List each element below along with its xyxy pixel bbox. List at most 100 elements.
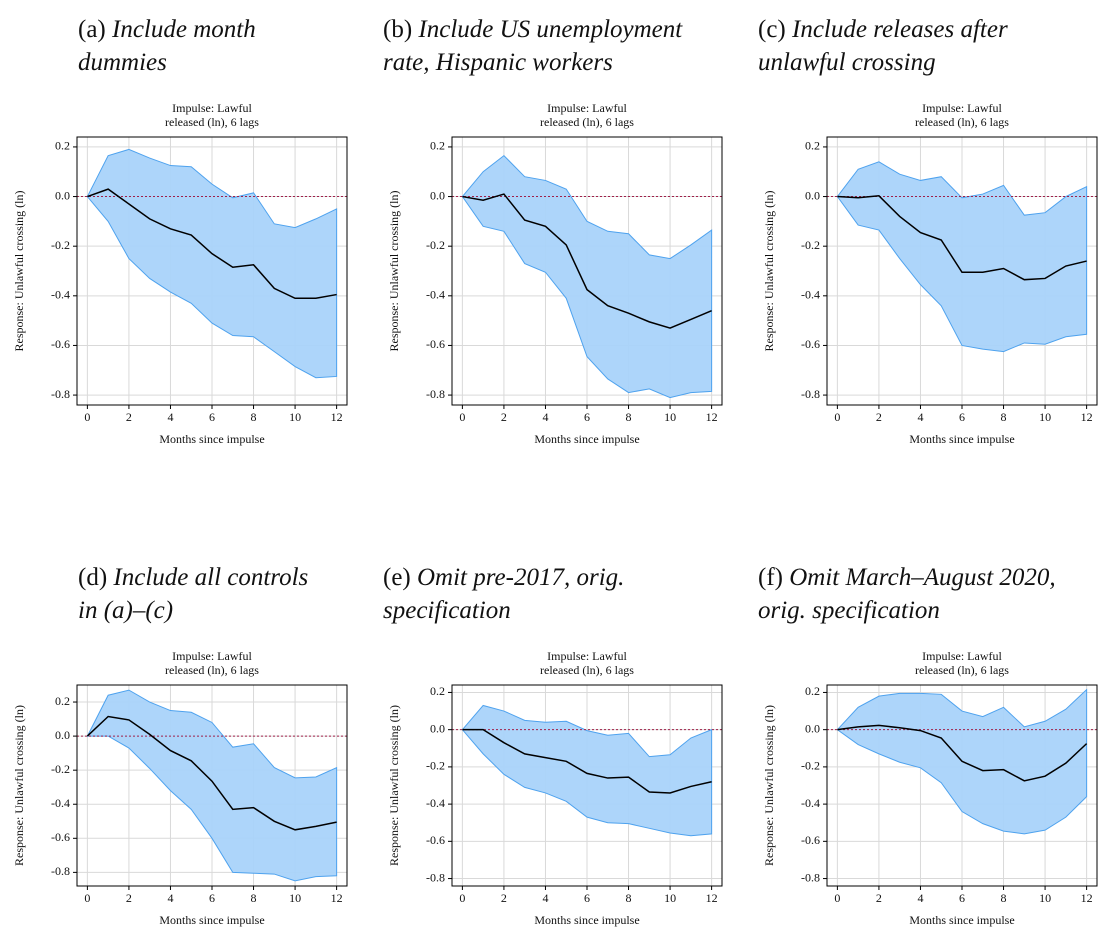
y-tick-label: -0.2 [426,759,445,773]
x-tick-label: 0 [84,410,90,424]
x-axis-label: Months since impulse [534,432,639,446]
caption-line: (d) Include all controls [78,561,308,594]
x-tick-label: 2 [126,410,132,424]
plot-frame [76,684,348,887]
subtitle: released (ln), 6 lags [165,115,259,129]
subtitle: Impulse: Lawful [172,101,252,115]
plot-frame [76,136,348,406]
y-tick-label: -0.6 [51,830,70,844]
estimate-line [837,724,1088,782]
x-tick-label: 0 [459,410,465,424]
y-tick-label: -0.8 [426,387,445,401]
subtitle: released (ln), 6 lags [540,663,634,677]
plot-frame [451,684,723,887]
x-tick-label: 12 [1081,891,1093,905]
x-tick-label: 12 [331,410,343,424]
y-tick-label: -0.8 [51,387,70,401]
y-tick-label: 0.0 [430,188,445,202]
caption-line: dummies [78,46,256,79]
y-axis-label: Response: Unlawful crossing (ln) [762,191,776,352]
y-tick-label: 0.2 [430,684,445,698]
caption-title: dummies [78,49,167,76]
x-tick-label: 8 [251,891,257,905]
panel-caption: (d) Include all controls in (a)–(c) [78,561,308,627]
x-tick-label: 12 [706,891,718,905]
caption-label: (f) [758,564,783,591]
subtitle: released (ln), 6 lags [915,115,1009,129]
y-tick-label: -0.6 [51,337,70,351]
y-tick-label: -0.2 [801,759,820,773]
y-tick-label: -0.8 [801,870,820,884]
y-tick-label: 0.0 [55,728,70,742]
y-axis-label: Response: Unlawful crossing (ln) [762,705,776,866]
caption-line: (b) Include US unemployment [383,13,682,46]
y-tick-label: -0.6 [801,833,820,847]
x-tick-label: 10 [664,410,676,424]
y-tick-label: -0.4 [426,288,445,302]
subtitle: released (ln), 6 lags [915,663,1009,677]
y-tick-label: -0.6 [426,833,445,847]
caption-title: rate, Hispanic workers [383,49,613,76]
y-tick-label: -0.2 [426,238,445,252]
y-tick-label: -0.8 [51,864,70,878]
plot-frame [826,684,1098,887]
caption-line: orig. specification [758,594,1056,627]
x-tick-label: 8 [626,891,632,905]
caption-title: Omit pre-2017, orig. [417,564,625,591]
subtitle: Impulse: Lawful [922,649,1002,663]
caption-title: Include releases after [792,16,1008,43]
x-tick-label: 10 [289,891,301,905]
x-tick-label: 12 [1081,410,1093,424]
caption-title: unlawful crossing [758,49,936,76]
y-tick-label: 0.0 [805,188,820,202]
caption-title: Include all controls [113,564,309,591]
caption-line: (c) Include releases after [758,13,1008,46]
x-tick-label: 6 [959,410,965,424]
caption-title: Include US unemployment [418,16,683,43]
subtitle: Impulse: Lawful [922,101,1002,115]
caption-title: Omit March–August 2020, [789,564,1056,591]
caption-line: rate, Hispanic workers [383,46,682,79]
caption-line: (a) Include month [78,13,256,46]
y-axis-label: Response: Unlawful crossing (ln) [12,191,26,352]
x-tick-label: 0 [84,891,90,905]
x-tick-label: 6 [959,891,965,905]
y-tick-label: 0.0 [55,188,70,202]
y-tick-label: -0.4 [51,288,70,302]
caption-title: in (a)–(c) [78,597,174,624]
x-tick-label: 8 [1001,410,1007,424]
y-tick-label: 0.2 [805,684,820,698]
y-tick-label: -0.4 [801,796,820,810]
y-tick-label: 0.2 [55,139,70,153]
y-axis-label: Response: Unlawful crossing (ln) [12,705,26,866]
confidence-band [86,148,338,379]
subtitle: Impulse: Lawful [547,649,627,663]
x-tick-label: 4 [542,891,548,905]
x-tick-label: 0 [834,410,840,424]
y-tick-label: 0.2 [430,139,445,153]
caption-line: specification [383,594,624,627]
y-tick-label: -0.2 [51,238,70,252]
x-tick-label: 4 [917,891,923,905]
x-tick-label: 4 [167,410,173,424]
panel-caption: (a) Include month dummies [78,13,256,79]
y-tick-label: 0.0 [430,721,445,735]
x-tick-label: 8 [1001,891,1007,905]
x-tick-label: 12 [331,891,343,905]
x-tick-label: 12 [706,410,718,424]
caption-label: (d) [78,564,108,591]
x-tick-label: 2 [876,891,882,905]
x-tick-label: 8 [251,410,257,424]
subtitle: released (ln), 6 lags [540,115,634,129]
x-axis-label: Months since impulse [159,913,264,927]
estimate-line [462,193,712,329]
plot-frame [451,136,723,406]
estimate-line [462,728,712,794]
